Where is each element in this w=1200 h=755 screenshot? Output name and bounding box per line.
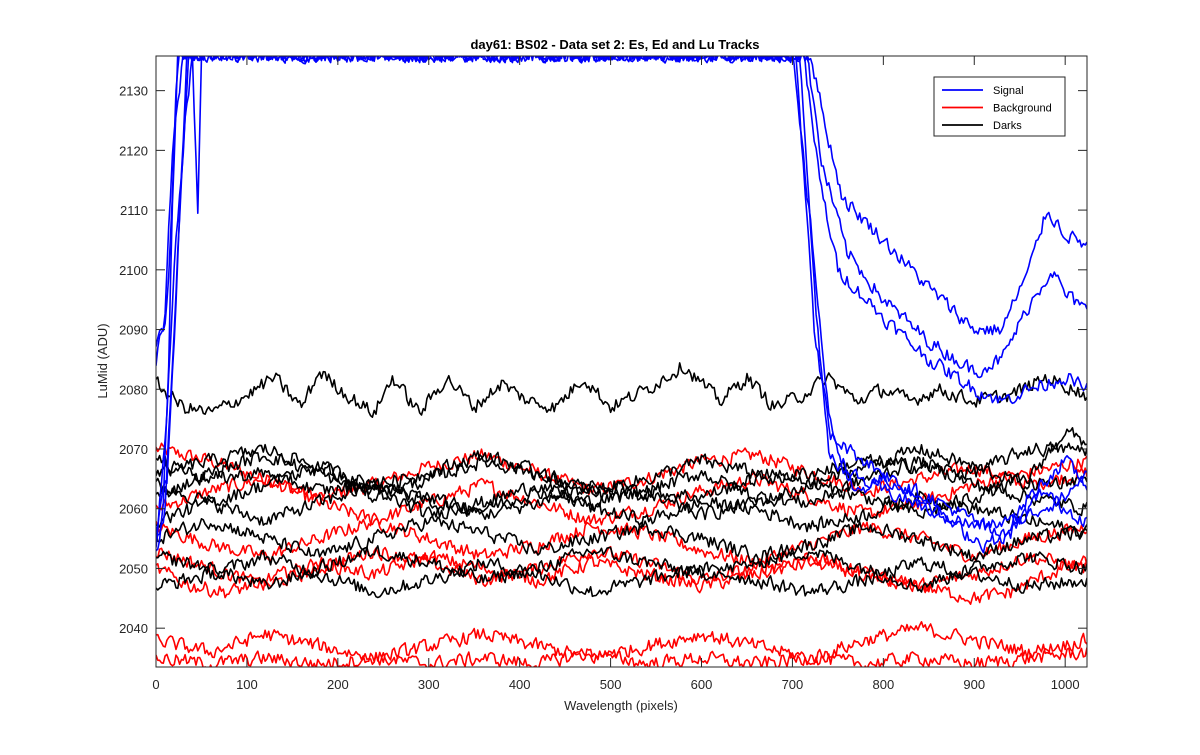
- chart-title: day61: BS02 - Data set 2: Es, Ed and Lu …: [470, 37, 759, 52]
- tick-layer: 0 100 200 300 400 500 600 700 800 900 1000 2040 2050…: [119, 56, 1087, 692]
- legend-label-darks: Darks: [993, 120, 1022, 132]
- x-tick-label: 900: [963, 677, 985, 692]
- y-tick-label: 2050: [119, 561, 148, 576]
- x-tick-label: 0: [152, 677, 159, 692]
- series-line-darks-13: [156, 549, 1087, 599]
- legend-label-background: Background: [993, 103, 1052, 115]
- legend-box: [933, 76, 1066, 137]
- series-line-background-3: [156, 545, 1087, 592]
- series-line-background-4: [156, 550, 1087, 605]
- x-tick-label: 300: [418, 677, 440, 692]
- legend-label-signal: Signal: [993, 85, 1024, 97]
- x-tick-label: 200: [327, 677, 349, 692]
- y-tick-label: 2060: [119, 502, 148, 517]
- legend: Signal Background Darks: [933, 76, 1066, 137]
- x-tick-label: 500: [600, 677, 622, 692]
- y-tick-label: 2040: [119, 621, 148, 636]
- x-tick-label: 600: [691, 677, 713, 692]
- x-tick-label: 800: [872, 677, 894, 692]
- x-tick-label: 700: [782, 677, 804, 692]
- y-tick-label: 2070: [119, 442, 148, 457]
- x-axis-title: Wavelength (pixels): [564, 698, 678, 713]
- y-tick-label: 2120: [119, 143, 148, 158]
- series-line-darks-8: [156, 441, 1087, 516]
- series-line-signal-20: [156, 56, 1087, 545]
- series-line-darks-11: [156, 515, 1087, 566]
- series-line-background-5: [156, 621, 1087, 664]
- series-layer: [156, 56, 1087, 667]
- y-tick-label: 2110: [120, 203, 148, 218]
- series-line-darks-7: [156, 362, 1087, 418]
- y-tick-label: 2090: [119, 323, 148, 338]
- series-line-signal-21: [156, 56, 1087, 554]
- series-line-background-1: [156, 455, 1087, 526]
- y-tick-label: 2130: [119, 84, 148, 99]
- x-tick-label: 1000: [1051, 677, 1080, 692]
- series-line-background-0: [156, 442, 1087, 501]
- y-tick-label: 2100: [119, 263, 148, 278]
- series-line-signal-17: [156, 56, 1087, 405]
- series-line-darks-15: [156, 443, 1087, 495]
- plot-frame: [155, 55, 1088, 668]
- y-axis-title: LuMid (ADU): [95, 323, 110, 398]
- series-line-background-6: [156, 647, 1087, 667]
- series-line-signal-18: [156, 56, 1087, 366]
- x-tick-label: 400: [509, 677, 531, 692]
- y-tick-label: 2080: [119, 382, 148, 397]
- x-tick-label: 100: [236, 677, 258, 692]
